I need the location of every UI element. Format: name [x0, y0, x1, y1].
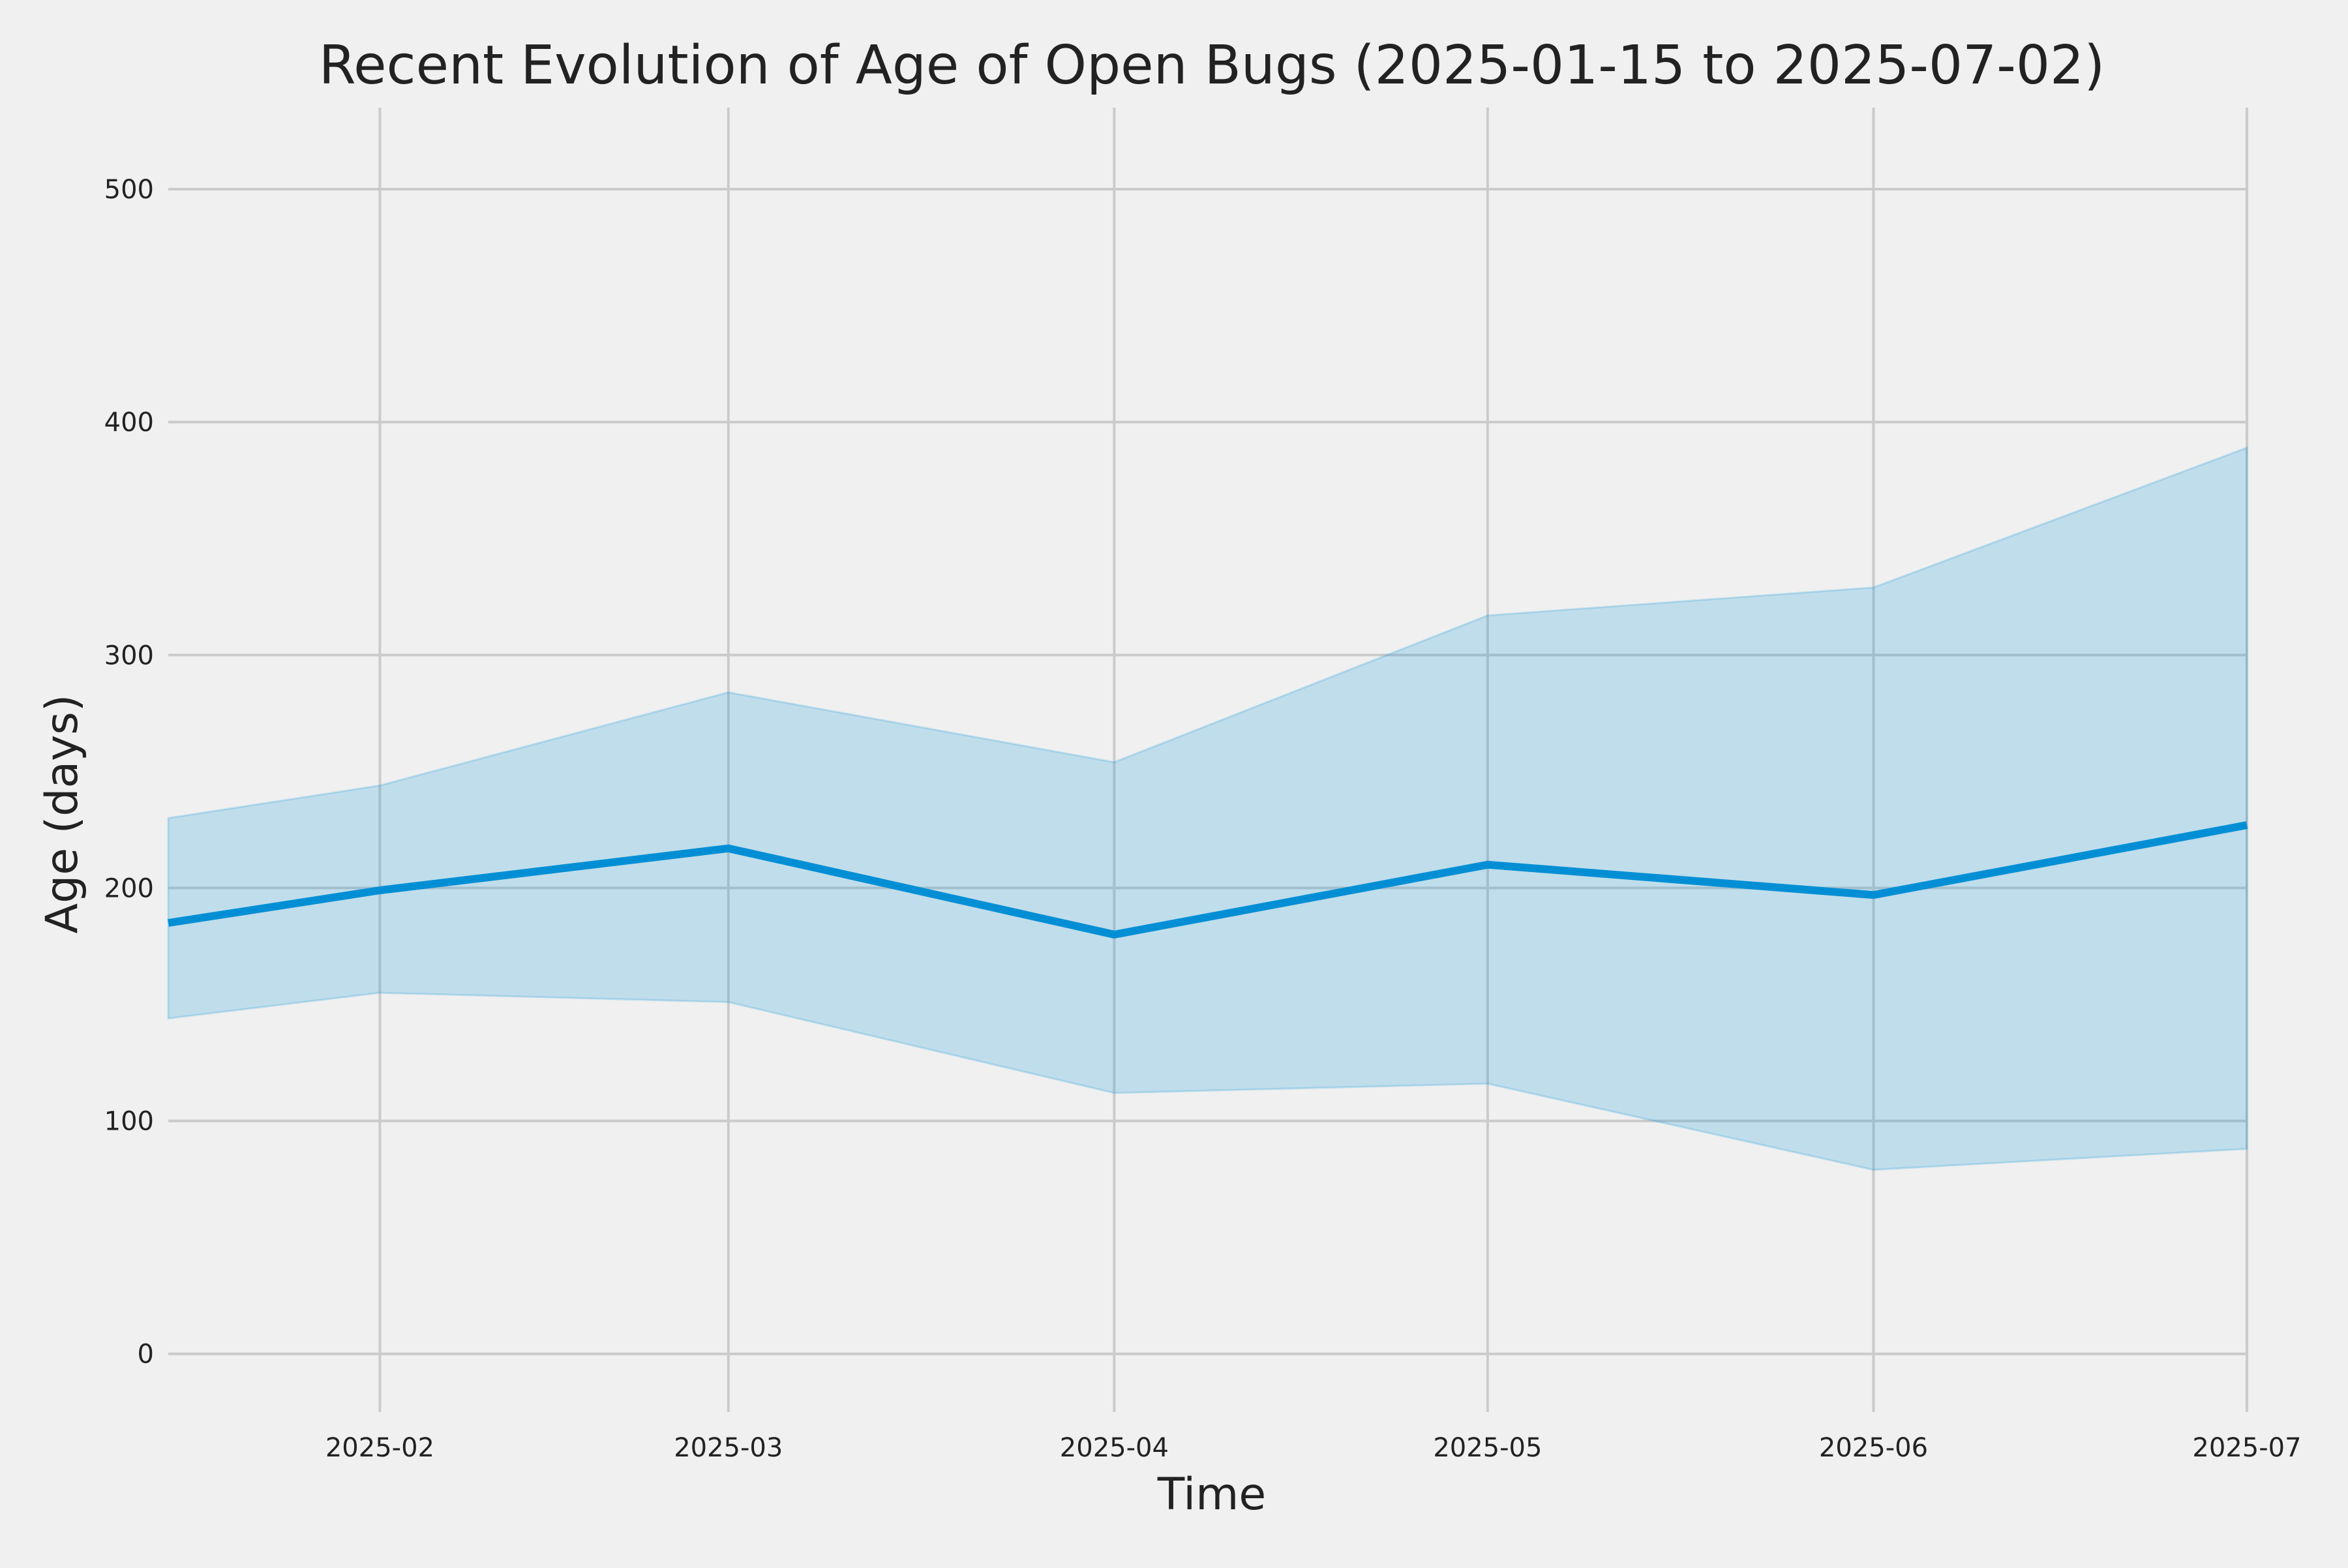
x-tick-label: 2025-05	[1433, 1433, 1542, 1463]
x-tick-labels: 2025-02 2025-03 2025-04 2025-05 2025-06 2025-…	[325, 1433, 2302, 1463]
chart-title: Recent Evolution of Age of Open Bugs (20…	[319, 35, 2105, 97]
y-tick-label: 400	[104, 408, 154, 438]
confidence-band-layer	[168, 447, 2247, 1169]
y-tick-label: 300	[104, 641, 154, 671]
confidence-band	[168, 447, 2247, 1169]
x-axis-title: Time	[1157, 1469, 1266, 1520]
y-axis-title: Age (days)	[37, 695, 88, 934]
y-tick-label: 100	[104, 1107, 154, 1137]
y-tick-labels: 0 100 200 300 400 500	[104, 175, 154, 1370]
y-tick-label: 0	[138, 1340, 154, 1370]
y-tick-label: 200	[104, 873, 154, 903]
x-tick-label: 2025-07	[2192, 1433, 2301, 1463]
x-tick-label: 2025-06	[1819, 1433, 1928, 1463]
x-tick-label: 2025-03	[674, 1433, 783, 1463]
x-tick-label: 2025-04	[1060, 1433, 1169, 1463]
y-tick-label: 500	[104, 175, 154, 205]
x-tick-label: 2025-02	[325, 1433, 434, 1463]
